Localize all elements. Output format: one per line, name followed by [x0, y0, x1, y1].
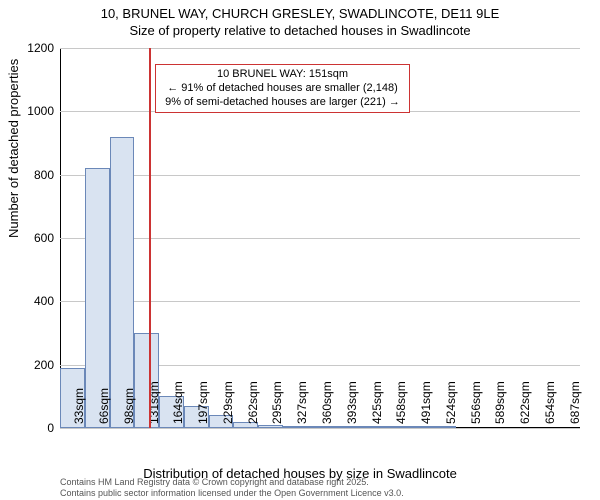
x-tick-label: 425sqm [370, 381, 384, 424]
y-tick-label: 1000 [22, 104, 54, 118]
histogram-bar [407, 426, 432, 428]
y-tick-label: 600 [22, 231, 54, 245]
histogram-bar [308, 426, 333, 428]
grid-line [60, 428, 580, 429]
footer-attribution: Contains HM Land Registry data © Crown c… [60, 477, 404, 498]
title-line-1: 10, BRUNEL WAY, CHURCH GRESLEY, SWADLINC… [0, 6, 600, 23]
histogram-bar [332, 426, 357, 428]
chart-title: 10, BRUNEL WAY, CHURCH GRESLEY, SWADLINC… [0, 0, 600, 40]
x-tick-label: 295sqm [270, 381, 284, 424]
histogram-bar [431, 426, 456, 428]
footer-line-2: Contains public sector information licen… [60, 488, 404, 498]
grid-line [60, 238, 580, 239]
histogram-bar [382, 426, 407, 428]
x-tick-label: 393sqm [345, 381, 359, 424]
histogram-bar [110, 137, 135, 428]
x-tick-label: 589sqm [493, 381, 507, 424]
x-tick-label: 164sqm [171, 381, 185, 424]
x-tick-label: 66sqm [97, 388, 111, 424]
x-tick-label: 654sqm [543, 381, 557, 424]
plot-area: 02004006008001000120033sqm66sqm98sqm131s… [60, 48, 580, 428]
y-tick-label: 0 [22, 421, 54, 435]
histogram-bar [283, 426, 308, 428]
grid-line [60, 48, 580, 49]
chart-container: 10, BRUNEL WAY, CHURCH GRESLEY, SWADLINC… [0, 0, 600, 500]
y-tick-label: 400 [22, 294, 54, 308]
x-tick-label: 687sqm [568, 381, 582, 424]
annotation-line-1: 10 BRUNEL WAY: 151sqm [162, 68, 403, 82]
marker-line [149, 48, 151, 428]
y-tick-label: 800 [22, 168, 54, 182]
x-tick-label: 458sqm [394, 381, 408, 424]
y-tick-label: 1200 [22, 41, 54, 55]
x-tick-label: 360sqm [320, 381, 334, 424]
x-tick-label: 98sqm [122, 388, 136, 424]
histogram-bar [357, 426, 382, 428]
x-tick-label: 33sqm [72, 388, 86, 424]
y-tick-label: 200 [22, 358, 54, 372]
footer-line-1: Contains HM Land Registry data © Crown c… [60, 477, 404, 487]
x-tick-label: 524sqm [444, 381, 458, 424]
title-line-2: Size of property relative to detached ho… [0, 23, 600, 40]
x-tick-label: 262sqm [246, 381, 260, 424]
x-tick-label: 622sqm [518, 381, 532, 424]
x-tick-label: 229sqm [221, 381, 235, 424]
annotation-line-2: ← 91% of detached houses are smaller (2,… [162, 82, 403, 96]
grid-line [60, 301, 580, 302]
y-axis-label: Number of detached properties [6, 59, 21, 238]
x-tick-label: 197sqm [196, 381, 210, 424]
x-tick-label: 556sqm [469, 381, 483, 424]
grid-line [60, 175, 580, 176]
histogram-bar [258, 425, 283, 428]
x-tick-label: 491sqm [419, 381, 433, 424]
x-tick-label: 327sqm [295, 381, 309, 424]
annotation-box: 10 BRUNEL WAY: 151sqm ← 91% of detached … [155, 64, 410, 113]
annotation-line-3: 9% of semi-detached houses are larger (2… [162, 96, 403, 110]
